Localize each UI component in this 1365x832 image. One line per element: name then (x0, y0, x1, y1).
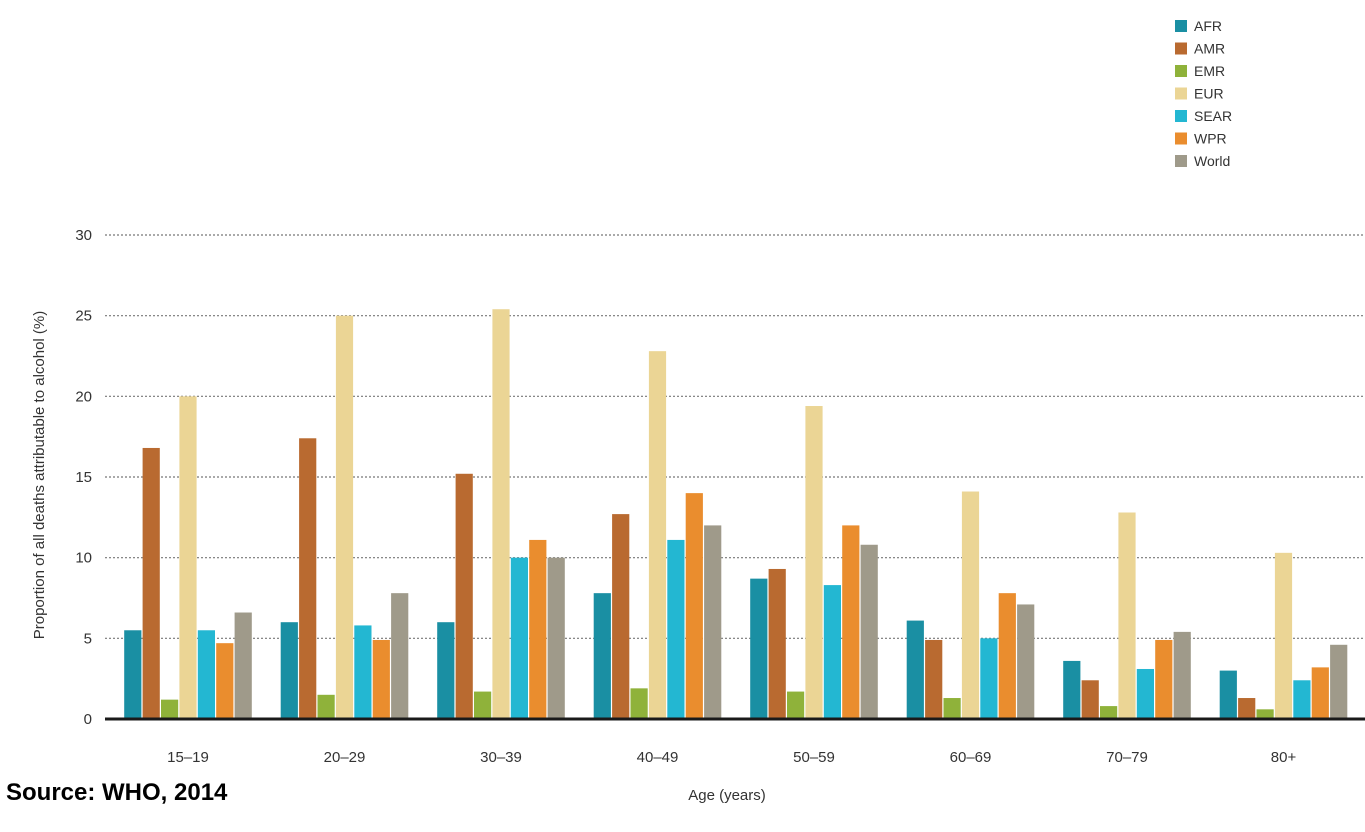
legend-label-amr: AMR (1194, 41, 1225, 57)
legend-swatch-sear (1175, 110, 1187, 122)
bar-amr-0 (142, 447, 160, 719)
bar-wpr-4 (842, 525, 860, 719)
y-tick-label: 0 (84, 711, 92, 728)
bar-eur-3 (648, 351, 667, 719)
bar-amr-1 (299, 438, 317, 719)
bar-wpr-0 (216, 643, 234, 719)
y-tick-label: 15 (75, 469, 92, 486)
legend-swatch-wpr (1175, 132, 1187, 145)
bar-eur-7 (1274, 552, 1293, 719)
bar-sear-7 (1293, 680, 1311, 719)
bar-eur-6 (1118, 512, 1136, 719)
bar-amr-6 (1081, 680, 1099, 719)
bar-world-4 (860, 544, 878, 719)
y-tick-label: 5 (84, 630, 92, 647)
source-note: Source: WHO, 2014 (6, 779, 228, 806)
bar-world-1 (391, 593, 409, 719)
legend: AFR AMR EMR EUR SEAR WPR World (1175, 18, 1232, 169)
bar-world-3 (704, 525, 722, 719)
y-tick-label: 10 (75, 550, 92, 567)
x-tick-label: 40–49 (637, 749, 679, 766)
bar-sear-1 (354, 625, 372, 719)
bar-emr-0 (161, 699, 179, 719)
bar-emr-4 (787, 691, 805, 719)
bar-eur-5 (961, 491, 980, 719)
bars (124, 309, 1348, 719)
bar-emr-5 (943, 698, 961, 719)
legend-swatch-world (1175, 155, 1187, 167)
x-tick-label: 15–19 (167, 749, 209, 766)
bar-emr-7 (1256, 709, 1274, 719)
bar-afr-7 (1219, 670, 1237, 719)
bar-afr-2 (437, 622, 455, 719)
bar-afr-4 (750, 578, 768, 719)
bar-sear-2 (510, 557, 528, 719)
y-tick-label: 20 (75, 388, 92, 405)
x-tick-label: 20–29 (324, 749, 366, 766)
x-tick-label: 30–39 (480, 749, 522, 766)
bar-wpr-7 (1311, 667, 1329, 719)
x-axis-label: Age (years) (688, 787, 766, 804)
bar-afr-0 (124, 630, 142, 719)
bar-eur-4 (805, 406, 823, 719)
bar-world-7 (1330, 644, 1348, 719)
bar-afr-5 (906, 620, 924, 719)
legend-label-afr: AFR (1194, 18, 1222, 34)
gridlines (105, 234, 1365, 639)
x-tick-label: 70–79 (1106, 749, 1148, 766)
y-tick-label: 25 (75, 308, 92, 325)
legend-label-eur: EUR (1194, 86, 1224, 102)
bar-world-2 (547, 557, 565, 719)
bar-wpr-6 (1155, 639, 1173, 719)
y-axis-ticks: 0 5 10 15 20 25 30 (75, 227, 92, 728)
bar-afr-6 (1063, 660, 1081, 719)
bar-wpr-2 (529, 539, 547, 719)
bar-emr-1 (317, 694, 335, 719)
bar-afr-3 (593, 593, 611, 719)
bar-wpr-3 (685, 493, 703, 719)
bar-eur-0 (179, 396, 197, 719)
bar-emr-2 (474, 691, 492, 719)
bar-world-0 (234, 612, 252, 719)
bar-emr-3 (630, 688, 648, 719)
bar-sear-5 (980, 638, 998, 719)
bar-amr-2 (455, 473, 473, 719)
x-tick-label: 60–69 (950, 749, 992, 766)
bar-amr-3 (612, 514, 630, 719)
bar-eur-1 (335, 315, 354, 719)
x-axis-ticks: 15–19 20–29 30–39 40–49 50–59 60–69 70–79 80+ (167, 749, 1296, 766)
bar-sear-6 (1136, 668, 1154, 719)
legend-swatch-eur (1175, 87, 1187, 100)
bar-amr-4 (768, 568, 786, 719)
y-tick-label: 30 (75, 227, 92, 244)
y-axis-label: Proportion of all deaths attributable to… (31, 311, 48, 640)
legend-label-world: World (1194, 153, 1230, 169)
bar-sear-0 (197, 630, 215, 719)
x-tick-label: 80+ (1271, 749, 1297, 766)
bar-eur-2 (492, 309, 510, 719)
legend-swatch-afr (1175, 20, 1187, 32)
x-tick-label: 50–59 (793, 749, 835, 766)
bar-wpr-1 (372, 639, 390, 719)
bar-world-5 (1017, 604, 1035, 719)
bar-amr-7 (1238, 698, 1256, 719)
bar-afr-1 (280, 622, 298, 719)
bar-world-6 (1173, 631, 1191, 719)
legend-swatch-amr (1175, 42, 1187, 55)
bar-emr-6 (1100, 706, 1118, 719)
legend-label-sear: SEAR (1194, 108, 1232, 124)
bar-wpr-5 (998, 593, 1016, 719)
legend-label-emr: EMR (1194, 63, 1225, 79)
legend-label-wpr: WPR (1194, 131, 1227, 147)
legend-swatch-emr (1175, 65, 1187, 77)
bar-sear-4 (823, 585, 841, 719)
bar-sear-3 (667, 539, 685, 719)
bar-amr-5 (925, 639, 943, 719)
